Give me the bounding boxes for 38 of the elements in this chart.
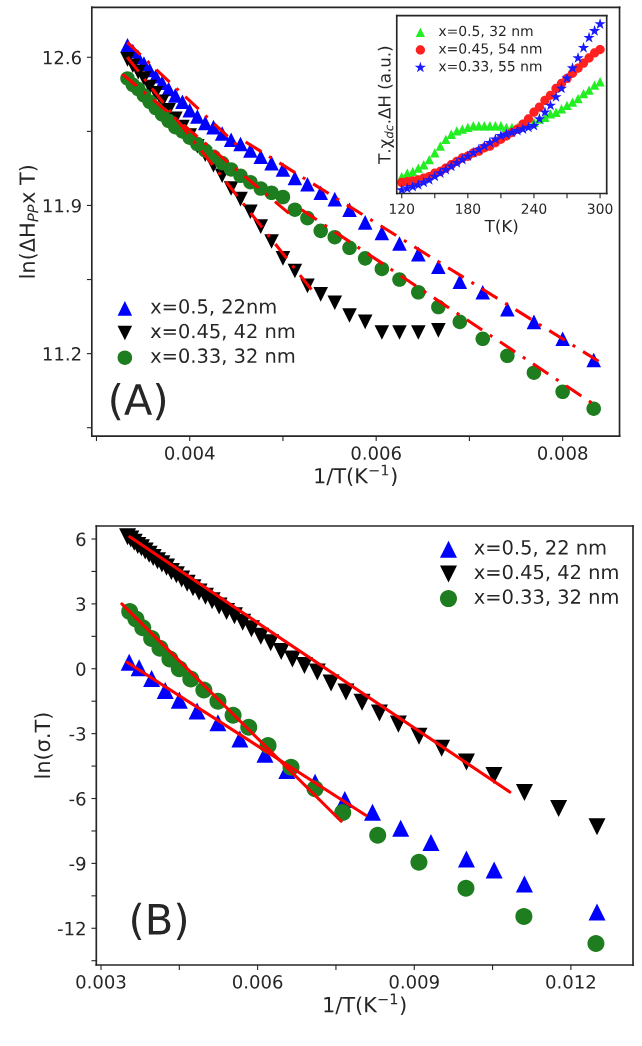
y-tick-label: 3 <box>76 597 86 611</box>
annotation: (A) <box>111 383 166 421</box>
x-tick-label: 0.006 <box>232 975 283 989</box>
x-tick-label: 0.003 <box>76 975 126 989</box>
y-axis-title: T.χ$_{dc}$.ΔH (a.u.) <box>377 46 394 164</box>
legend-label: x=0.33, 32 nm <box>150 348 295 366</box>
x-tick-label: 0.012 <box>546 975 595 989</box>
y-tick-label: 6 <box>76 532 86 547</box>
annotation: (B) <box>132 902 187 940</box>
x-axis-title: 1/T(K$^{−1}$) <box>324 993 406 1015</box>
x-axis-title: T(K) <box>484 219 518 235</box>
y-tick-label: -12 <box>57 921 85 936</box>
legend-label: x=0.45, 42 nm <box>150 323 295 341</box>
legend-label: x=0.5, 22nm <box>150 299 276 316</box>
y-tick-label: 0 <box>76 662 86 676</box>
legend-label: x=0.33, 55 nm <box>438 60 542 73</box>
x-tick-label: 0.008 <box>538 446 588 460</box>
y-tick-label: -9 <box>69 856 86 871</box>
y-tick-label: -6 <box>69 791 86 806</box>
x-tick-label: 120 <box>389 203 415 214</box>
legend-label: x=0.45, 42 nm <box>474 564 618 582</box>
legend-label: x=0.45, 54 nm <box>438 43 542 56</box>
y-tick-label: -3 <box>69 727 86 741</box>
x-tick-label: 240 <box>521 203 547 214</box>
y-tick-label: 11.9 <box>43 198 81 213</box>
y-tick-label: 12.6 <box>43 50 81 65</box>
x-tick-label: 0.006 <box>351 446 401 460</box>
y-axis-title: ln(σ.T) <box>34 713 53 778</box>
x-tick-label: 180 <box>456 203 481 214</box>
legend-label: x=0.33, 32 nm <box>474 589 618 606</box>
x-tick-label: 0.009 <box>389 975 439 989</box>
y-tick-label: 11.2 <box>43 347 81 361</box>
x-tick-label: 0.004 <box>165 446 215 460</box>
x-tick-label: 300 <box>587 203 613 214</box>
legend-label: x=0.5, 22 nm <box>474 539 606 557</box>
legend-label: x=0.5, 32 nm <box>438 25 533 38</box>
x-axis-title: 1/T(K$^{−1}$) <box>315 464 397 487</box>
y-axis-title: ln(ΔH$_{PP}$x T) <box>18 165 39 278</box>
